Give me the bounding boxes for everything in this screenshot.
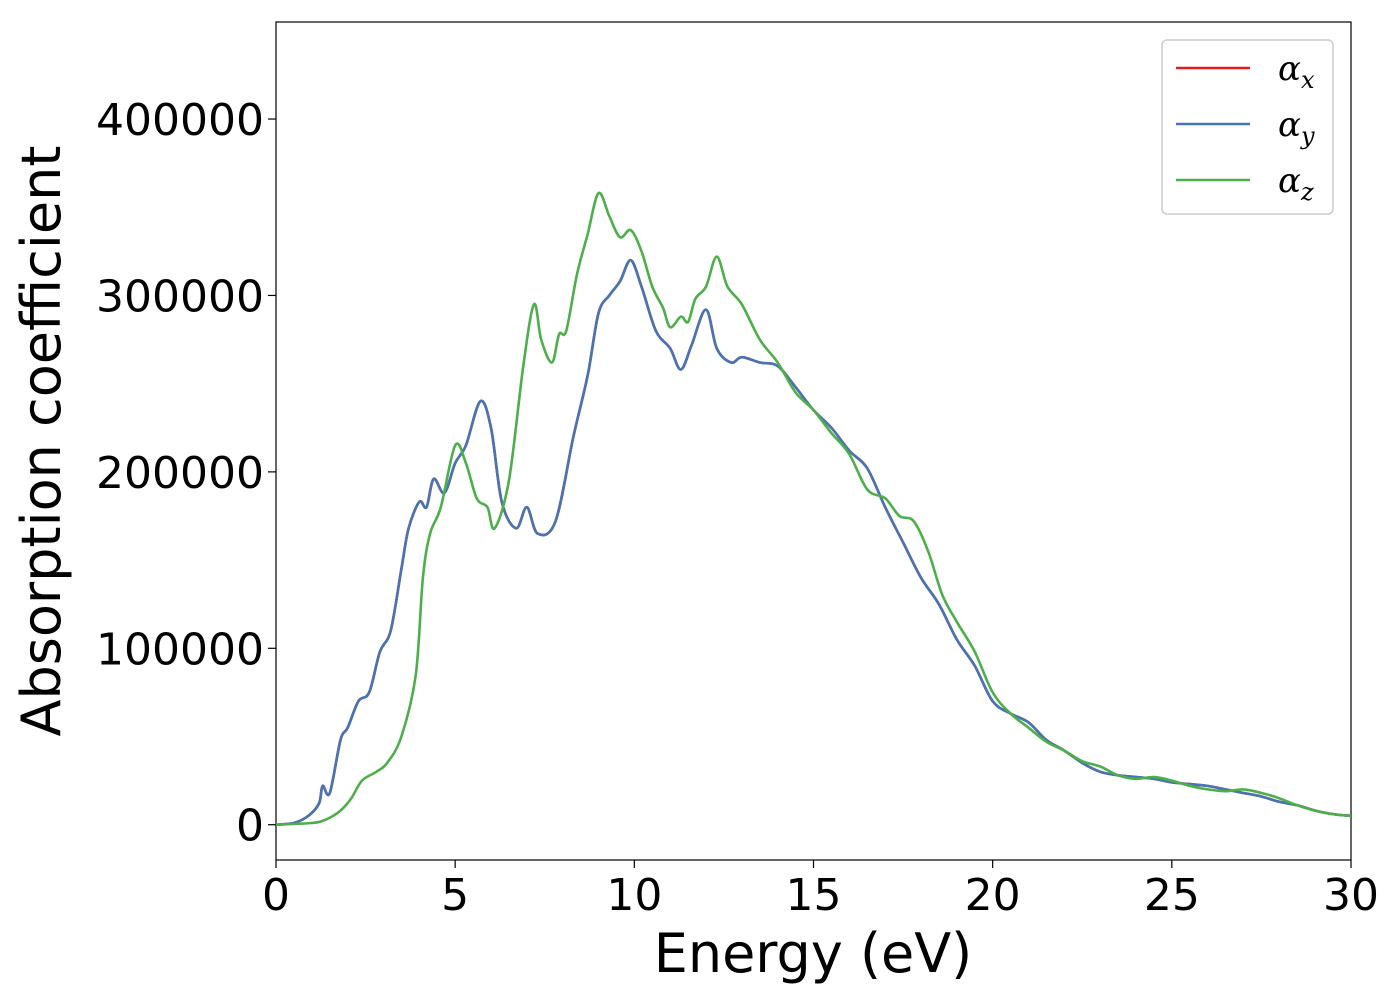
legend-frame (1161, 39, 1334, 215)
legend-subscript: x (1301, 66, 1315, 94)
x-tick-label: 30 (1323, 870, 1379, 921)
legend-symbol: α (1278, 105, 1301, 145)
legend-symbol: α (1278, 49, 1301, 89)
legend-label-x: αx (1278, 49, 1315, 94)
y-tick-label: 100000 (96, 624, 264, 675)
y-tick-label: 200000 (96, 448, 264, 499)
x-axis-label: Energy (eV) (654, 922, 973, 985)
x-tick-label: 10 (606, 870, 662, 921)
legend-label-y: αy (1278, 105, 1315, 150)
x-tick-label: 15 (786, 870, 842, 921)
x-tick-label: 5 (441, 870, 469, 921)
y-tick-label: 400000 (96, 95, 264, 146)
legend-subscript: z (1300, 178, 1314, 206)
y-tick-label: 0 (236, 801, 264, 852)
x-axis-ticks: 0 5 10 15 20 25 30 (262, 860, 1379, 921)
y-tick-label: 300000 (96, 271, 264, 322)
series-line-z (276, 191, 1351, 826)
x-tick-label: 0 (262, 870, 290, 921)
series-layer (276, 191, 1351, 826)
y-axis-ticks: 0 100000 200000 300000 400000 (96, 95, 276, 852)
y-axis-label: Absorption coefficient (10, 146, 73, 737)
legend-symbol: α (1278, 161, 1301, 201)
x-tick-label: 20 (965, 870, 1021, 921)
x-tick-label: 25 (1144, 870, 1200, 921)
legend-label-z: αz (1278, 161, 1314, 206)
legend-subscript: y (1300, 122, 1315, 150)
